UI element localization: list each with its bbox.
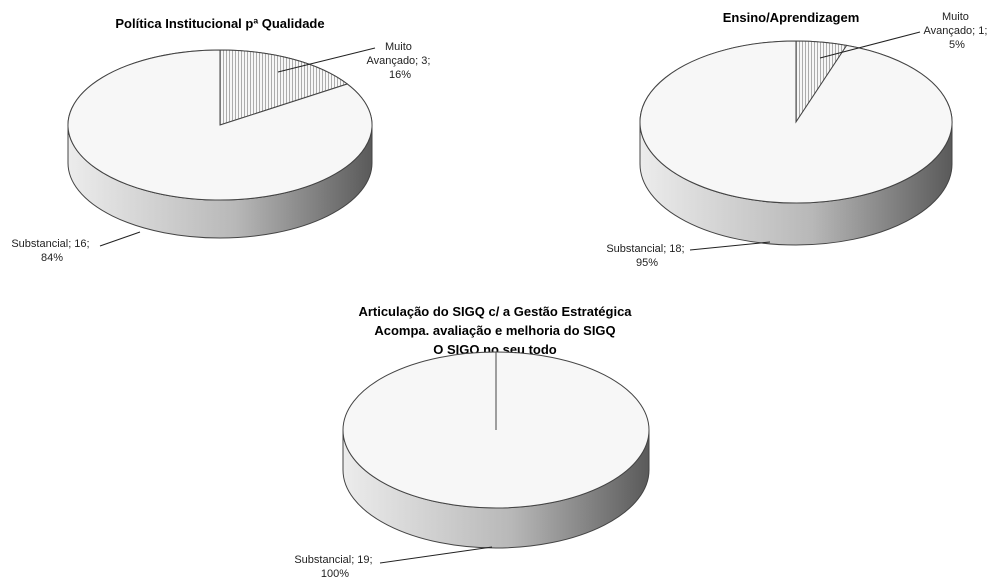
chart-title: Ensino/Aprendizagem	[723, 10, 860, 25]
slice-label-substancial: Substancial; 18; 95%	[606, 243, 687, 269]
slice-label-substancial: Substancial; 16; 84%	[11, 238, 92, 264]
leader-line-substancial	[379, 546, 493, 564]
leader-line-substancial	[99, 231, 141, 247]
slice-substancial	[639, 40, 953, 204]
slice-label-muito-avancado: Muito Avançado; 3; 16%	[366, 41, 433, 81]
pie-body	[67, 49, 373, 239]
pie-chart-ensino: Ensino/Aprendizagem Muito Avançado; 1; 5…	[606, 10, 990, 269]
slice-label-muito-avancado: Muito Avançado; 1; 5%	[923, 11, 990, 51]
slice-substancial	[67, 49, 373, 201]
chart-title-line-1: Articulação do SIGQ c/ a Gestão Estratég…	[358, 304, 632, 319]
pie-body	[639, 40, 953, 246]
chart-title: Política Institucional pª Qualidade	[115, 16, 324, 31]
pie-chart-sigq: Articulação do SIGQ c/ a Gestão Estratég…	[294, 304, 650, 580]
slice-label-substancial: Substancial; 19; 100%	[294, 554, 375, 580]
chart-title-line-2: Acompa. avaliação e melhoria do SIGQ	[374, 323, 615, 338]
leader-line-substancial	[689, 241, 771, 251]
leader-line-muito-avancado	[819, 31, 921, 59]
pie-chart-politica: Política Institucional pª Qualidade Muit…	[11, 16, 433, 264]
leader-line-muito-avancado	[277, 47, 376, 73]
pie-body	[342, 351, 650, 549]
slice-muito-avan-ado	[219, 49, 349, 126]
